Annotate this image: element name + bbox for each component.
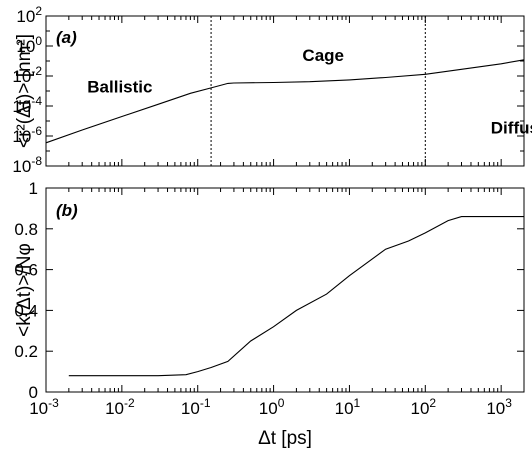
y-tick-label-b: 0.8: [14, 220, 38, 239]
panel-a-ylabel: <r²(Δt)> [nm²]: [14, 34, 35, 148]
y-tick-label-a: 10-2: [12, 64, 42, 86]
y-tick-label-a: 102: [16, 4, 42, 26]
y-tick-label-b: 0.2: [14, 342, 38, 361]
y-tick-label-b: 0.6: [14, 261, 38, 280]
x-axis-label: Δt [ps]: [258, 428, 312, 449]
region-label-diffusive: Diffusive: [491, 118, 532, 137]
region-label-cage: Cage: [302, 46, 344, 65]
panel-a-label: (a): [56, 28, 77, 47]
y-tick-label-a: 100: [16, 34, 42, 56]
x-tick-label: 10-3: [29, 396, 59, 418]
k-curve: [68, 216, 524, 377]
y-tick-label-a: 10-8: [12, 154, 42, 176]
x-tick-label: 103: [486, 396, 512, 418]
y-tick-label-b: 0.4: [14, 301, 38, 320]
y-tick-label-a: 10-4: [12, 94, 42, 116]
y-tick-label-b: 0: [29, 383, 38, 402]
panel-b-ylabel: <k(Δt)>/Nφ: [14, 243, 35, 337]
x-tick-label: 10-2: [105, 396, 135, 418]
x-tick-label: 101: [335, 396, 361, 418]
panel-b-frame: [45, 187, 525, 393]
region-label-ballistic: Ballistic: [87, 77, 152, 96]
panel-b-label: (b): [56, 201, 78, 220]
msd-curve: [45, 59, 525, 144]
x-tick-label: 10-1: [181, 396, 211, 418]
x-tick-label: 102: [410, 396, 436, 418]
x-tick-label: 100: [259, 396, 285, 418]
y-tick-label-a: 10-6: [12, 124, 42, 146]
y-tick-label-b: 1: [29, 179, 38, 198]
